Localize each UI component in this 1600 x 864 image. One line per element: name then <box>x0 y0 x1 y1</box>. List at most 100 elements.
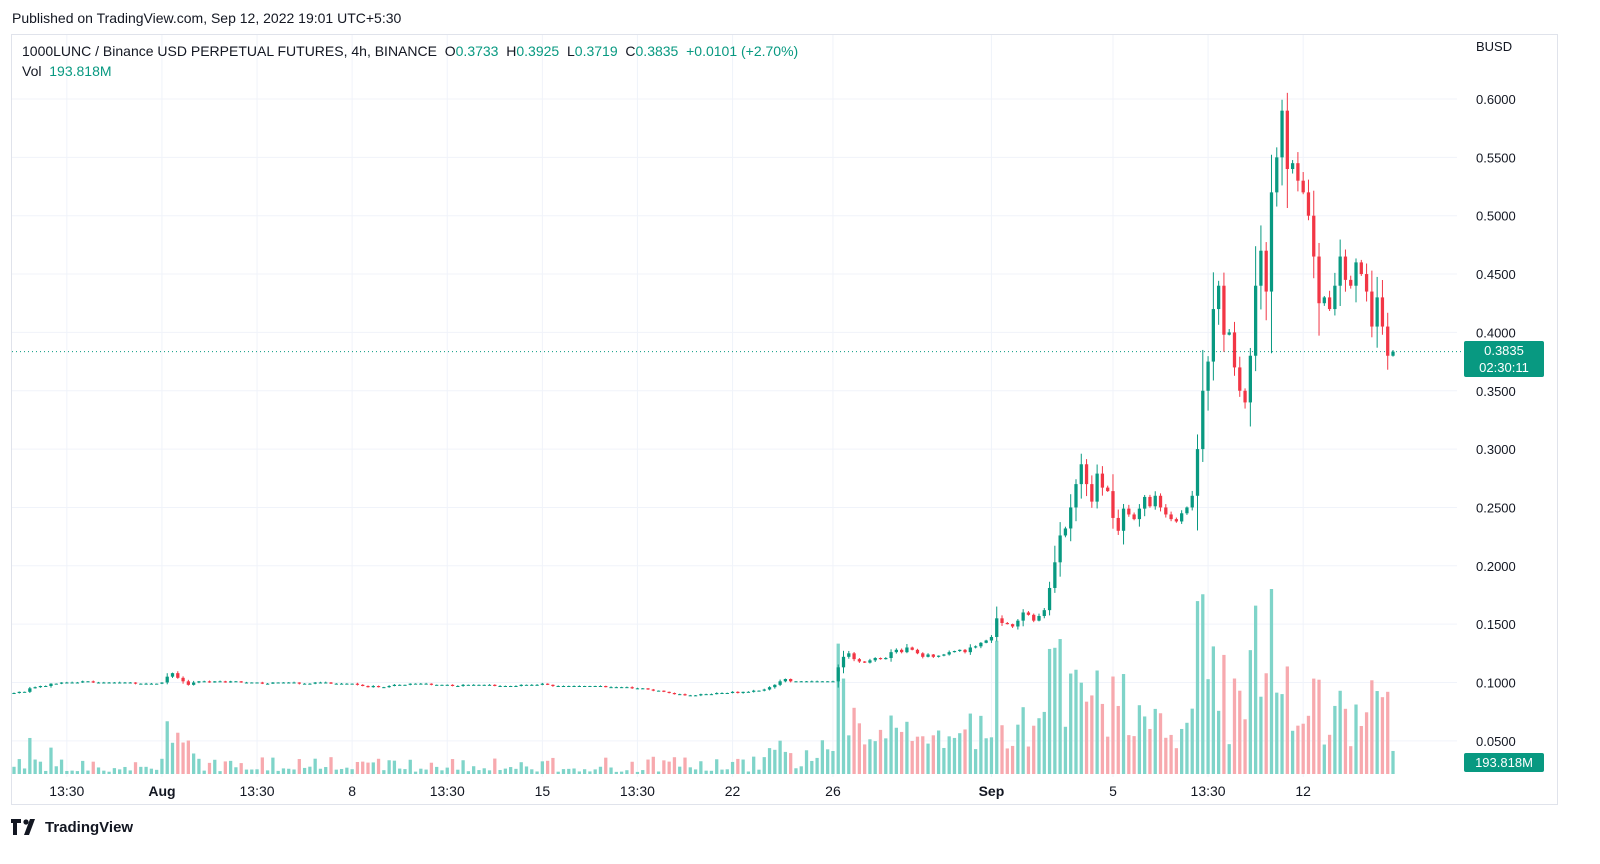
volume-bar <box>1164 737 1168 774</box>
candle-body <box>192 682 196 685</box>
candle-body <box>466 684 471 686</box>
candle-body <box>22 691 27 693</box>
volume-bar <box>1058 639 1062 774</box>
volume-bar <box>255 769 259 774</box>
volume-label[interactable]: Vol <box>22 63 42 79</box>
candle-body <box>826 681 830 683</box>
symbol-title[interactable]: 1000LUNC / Binance USD PERPETUAL FUTURES… <box>22 43 437 59</box>
volume-bar <box>176 732 180 774</box>
volume-bar <box>1190 708 1194 774</box>
volume-bar <box>234 767 238 774</box>
volume-bar <box>366 762 370 774</box>
volume-bar <box>223 761 227 774</box>
volume-bar <box>213 759 217 774</box>
volume-bar <box>91 761 95 774</box>
volume-bar <box>1327 734 1332 774</box>
candle-body <box>223 681 227 683</box>
candle-body <box>910 647 914 650</box>
volume-bar <box>699 761 703 774</box>
volume-bar <box>704 770 708 774</box>
candle-body <box>651 689 655 691</box>
candle-body <box>646 688 650 690</box>
candle-body <box>921 653 925 657</box>
volume-bar <box>487 770 492 774</box>
x-tick-label: 26 <box>825 783 841 799</box>
volume-bar <box>1037 718 1041 774</box>
candle-body <box>207 681 212 683</box>
candle-body <box>461 684 465 687</box>
volume-bar <box>419 768 423 774</box>
volume-bar <box>12 766 16 774</box>
y-tick-label: 0.6000 <box>1476 92 1516 107</box>
candle-body <box>773 684 777 688</box>
volume-bar <box>170 742 175 774</box>
candle-body <box>170 673 175 677</box>
volume-bar <box>1116 705 1120 774</box>
candle-body <box>915 649 920 654</box>
volume-bar <box>852 707 856 774</box>
currency-label[interactable]: BUSD <box>1476 39 1513 54</box>
candle-body <box>1253 285 1258 356</box>
volume-bars <box>12 589 1395 774</box>
candle-body <box>324 682 328 684</box>
candle-body <box>979 642 983 647</box>
volume-bar <box>1069 673 1073 774</box>
candle-body <box>1306 192 1311 216</box>
candle-body <box>59 682 64 684</box>
candle-body <box>905 647 909 653</box>
candle-body <box>995 618 999 637</box>
candle-body <box>1349 279 1353 286</box>
volume-bar <box>741 759 745 774</box>
candle-body <box>165 676 169 683</box>
candle-body <box>968 647 972 653</box>
candle-body <box>831 681 835 683</box>
y-tick-label: 0.2500 <box>1476 500 1516 515</box>
volume-bar <box>1280 694 1284 774</box>
volume-bar <box>820 740 825 774</box>
volume-bar <box>841 678 846 774</box>
candle-body <box>1047 587 1052 611</box>
candle-body <box>1317 256 1321 304</box>
candle-body <box>693 695 698 697</box>
volume-bar <box>530 769 534 774</box>
candle-body <box>382 687 386 689</box>
candle-body <box>493 684 497 687</box>
volume-bar <box>1253 605 1258 774</box>
volume-bar <box>33 759 37 774</box>
time-axis: 13:30 Aug 13:30 8 13:30 15 13:30 22 26 Sep 5 13:30 1… <box>49 783 1311 799</box>
candle-body <box>1290 163 1295 170</box>
candle-body <box>413 683 418 685</box>
x-tick-label: 12 <box>1295 783 1311 799</box>
volume-bar <box>107 771 111 774</box>
y-tick-label: 0.5500 <box>1476 150 1516 165</box>
candle-body <box>244 682 249 684</box>
volume-bar <box>318 768 323 774</box>
candle-body <box>1386 326 1390 356</box>
candle-body <box>884 657 888 660</box>
volume-bar <box>1391 750 1395 774</box>
candle-body <box>767 687 772 690</box>
candle-body <box>1127 508 1131 515</box>
price-chart[interactable]: 0.6000 0.5500 0.5000 0.4500 0.4000 0.3500 0.30… <box>12 35 1557 804</box>
volume-bar <box>445 767 449 774</box>
y-tick-label: 0.4000 <box>1476 325 1516 340</box>
volume-bar <box>604 757 608 774</box>
y-tick-label: 0.2000 <box>1476 559 1516 574</box>
candle-body <box>482 684 486 686</box>
candle-body <box>873 657 877 661</box>
candle-body <box>725 693 729 695</box>
volume-bar <box>403 769 407 774</box>
tradingview-logo[interactable]: TradingView <box>11 816 133 838</box>
candle-body <box>614 687 618 689</box>
candle-body <box>619 687 624 689</box>
candles <box>12 92 1395 697</box>
candle-body <box>292 682 296 684</box>
volume-bar <box>567 768 571 774</box>
volume-bar <box>297 759 301 774</box>
volume-bar <box>794 768 798 774</box>
volume-bar <box>1079 682 1083 774</box>
candle-body <box>1190 495 1194 508</box>
candle-body <box>17 691 21 694</box>
volume-bar <box>1047 648 1052 774</box>
volume-bar <box>1343 708 1348 774</box>
